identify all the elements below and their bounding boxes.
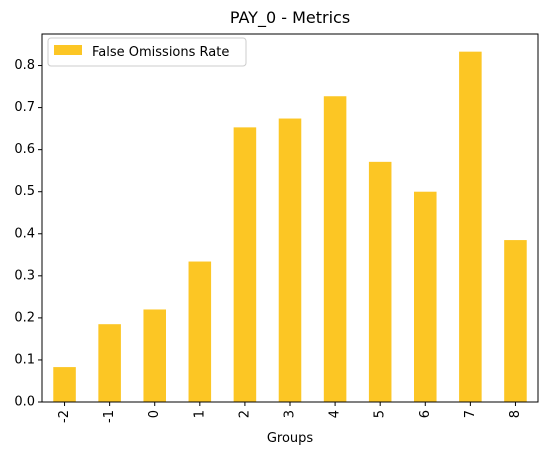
x-tick-label: 8 bbox=[508, 410, 523, 418]
y-ticks-group: 0.0 0.1 0.2 0.3 0.4 0.5 0.6 0.7 0.8 bbox=[14, 58, 42, 410]
x-tick-label: 1 bbox=[192, 410, 207, 418]
legend: False Omissions Rate bbox=[47, 37, 247, 67]
y-tick-label: 0.7 bbox=[14, 100, 35, 115]
bar-3 bbox=[278, 118, 302, 403]
x-tick-label: 3 bbox=[283, 410, 298, 418]
legend-box bbox=[47, 37, 247, 67]
bar-1 bbox=[188, 261, 212, 402]
bar-6 bbox=[414, 191, 437, 402]
x-axis-label: Groups bbox=[267, 431, 314, 446]
y-tick-label: 0.0 bbox=[14, 395, 35, 410]
x-tick-label: 7 bbox=[463, 410, 478, 418]
bar-4 bbox=[323, 96, 347, 402]
bar--2 bbox=[53, 367, 76, 402]
y-tick-label: 0.4 bbox=[14, 226, 35, 241]
bar-2 bbox=[233, 127, 257, 403]
legend-label: False Omissions Rate bbox=[92, 45, 229, 60]
legend-swatch bbox=[54, 45, 82, 55]
y-tick-label: 0.2 bbox=[14, 310, 35, 325]
chart-title: PAY_0 - Metrics bbox=[230, 8, 350, 28]
y-tick-label: 0.8 bbox=[14, 58, 35, 73]
x-ticks-group: -2 -1 0 1 2 3 4 5 6 7 8 bbox=[57, 402, 523, 423]
bar-5 bbox=[368, 161, 392, 402]
x-tick-label: 0 bbox=[147, 410, 162, 418]
x-tick-label: 6 bbox=[418, 410, 433, 418]
x-tick-label: -2 bbox=[57, 410, 72, 423]
bar--1 bbox=[98, 324, 121, 402]
bar-0 bbox=[143, 309, 166, 402]
x-tick-label: 5 bbox=[373, 410, 388, 418]
x-tick-label: 4 bbox=[328, 410, 343, 418]
bar-7 bbox=[459, 51, 482, 402]
y-tick-label: 0.1 bbox=[14, 352, 35, 367]
y-tick-label: 0.6 bbox=[14, 142, 35, 157]
plot-frame bbox=[41, 33, 539, 403]
y-tick-label: 0.3 bbox=[14, 268, 35, 283]
x-tick-label: -1 bbox=[102, 410, 117, 423]
y-tick-label: 0.5 bbox=[14, 184, 35, 199]
x-tick-label: 2 bbox=[237, 410, 252, 418]
bars-group bbox=[53, 51, 527, 403]
bar-8 bbox=[504, 240, 527, 402]
